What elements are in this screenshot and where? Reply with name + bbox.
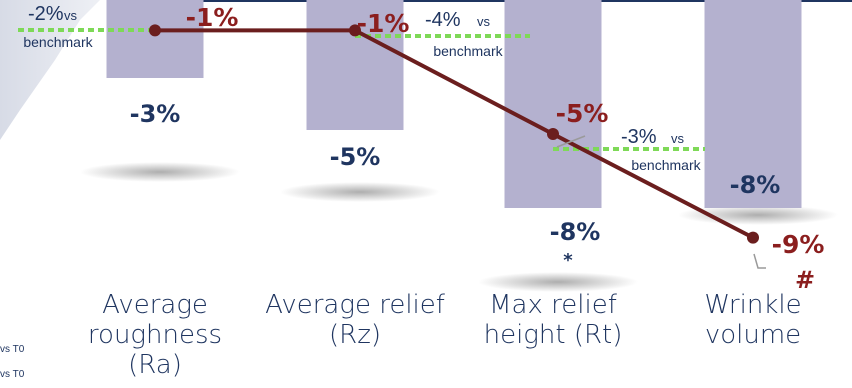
line-point bbox=[149, 24, 161, 37]
benchmark-value: -2% bbox=[28, 3, 64, 25]
bar bbox=[306, 0, 404, 130]
line-value-label: -1% bbox=[357, 9, 410, 38]
category-label: Average bbox=[102, 290, 208, 320]
line-point bbox=[349, 24, 361, 37]
background-shape bbox=[0, 0, 100, 140]
bar-shadow bbox=[80, 162, 240, 182]
line-point bbox=[747, 231, 759, 244]
category-label: volume bbox=[705, 320, 801, 350]
category-label: Max relief bbox=[489, 290, 618, 320]
significance-marker: * bbox=[563, 250, 573, 271]
significance-marker: # bbox=[795, 266, 815, 294]
callout-tick bbox=[753, 253, 766, 269]
benchmark-vs: vs bbox=[671, 131, 685, 146]
line-value-label: -1% bbox=[186, 3, 239, 32]
benchmark-word: benchmark bbox=[631, 157, 701, 173]
trend-line bbox=[155, 28, 754, 240]
callout-tick bbox=[556, 135, 586, 148]
bar-shadow bbox=[478, 272, 638, 292]
benchmark-word: benchmark bbox=[23, 34, 93, 50]
benchmark-vs: vs bbox=[477, 14, 491, 29]
bar-value-label: -3% bbox=[130, 100, 181, 128]
footnote: vs T0 bbox=[0, 369, 25, 380]
bar-value-label: -8% bbox=[550, 218, 601, 246]
line-value-label: -9% bbox=[772, 230, 825, 259]
bar bbox=[704, 0, 802, 208]
category-label: (Ra) bbox=[128, 350, 182, 380]
bar-shadow bbox=[280, 182, 440, 202]
bar-value-label: -5% bbox=[330, 143, 381, 171]
bar-value-label: -8% bbox=[730, 171, 781, 199]
category-label: Wrinkle bbox=[704, 290, 801, 320]
category-label: roughness bbox=[88, 320, 222, 350]
category-label: (Rz) bbox=[329, 320, 381, 350]
category-label: Average relief bbox=[265, 290, 446, 320]
benchmark-value: -4% bbox=[425, 9, 461, 31]
benchmark-word: benchmark bbox=[433, 43, 503, 59]
benchmark-value: -3% bbox=[621, 126, 657, 148]
bar bbox=[106, 0, 204, 78]
footnote: vs T0 bbox=[0, 344, 25, 355]
benchmark-vs: vs bbox=[64, 8, 78, 23]
line-value-label: -5% bbox=[556, 99, 609, 128]
line-point bbox=[547, 128, 559, 140]
category-label: height (Rt) bbox=[484, 320, 623, 350]
